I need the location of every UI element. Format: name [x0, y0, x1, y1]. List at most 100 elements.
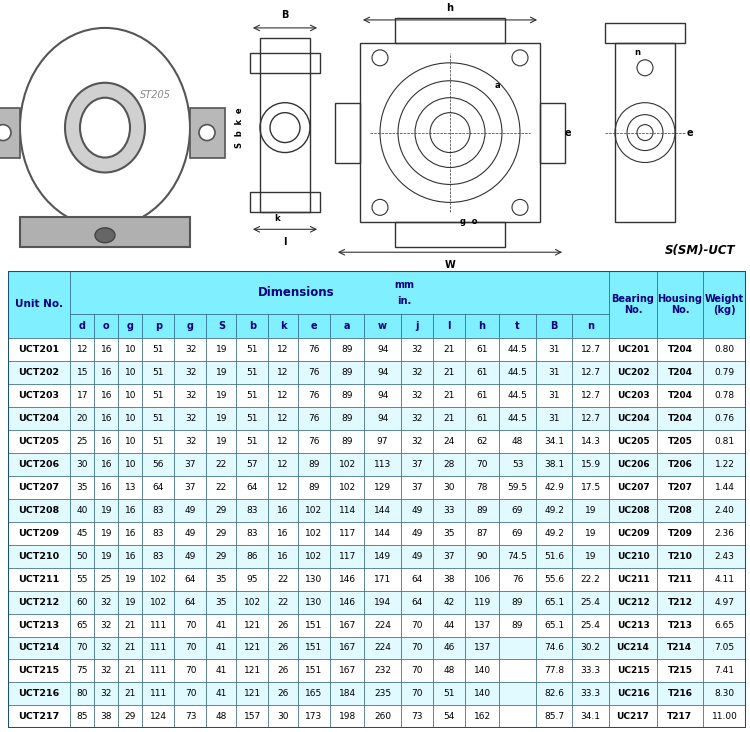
Bar: [94, 384, 118, 407]
Text: 26: 26: [278, 643, 289, 652]
Bar: [330, 407, 364, 430]
Bar: [433, 682, 465, 706]
Text: 117: 117: [338, 552, 356, 561]
Text: 12: 12: [278, 414, 289, 423]
Text: 12: 12: [76, 345, 88, 354]
Text: 129: 129: [374, 483, 392, 492]
Text: 21: 21: [124, 621, 136, 630]
Text: 49: 49: [411, 506, 422, 515]
Text: ST205: ST205: [140, 90, 171, 100]
Text: e: e: [687, 127, 694, 138]
Text: 83: 83: [153, 552, 164, 561]
Bar: [401, 522, 433, 545]
Bar: [142, 498, 175, 522]
Bar: [206, 338, 236, 361]
Bar: [703, 338, 746, 361]
Text: 35: 35: [215, 575, 227, 583]
Bar: [298, 407, 330, 430]
Bar: [298, 338, 330, 361]
Text: 38.1: 38.1: [544, 460, 564, 469]
Text: 40: 40: [76, 506, 88, 515]
Bar: [500, 660, 536, 682]
Text: 49: 49: [184, 552, 196, 561]
Bar: [118, 430, 142, 453]
Text: 102: 102: [305, 529, 322, 538]
Bar: [703, 384, 746, 407]
Bar: [572, 384, 609, 407]
Bar: [536, 660, 572, 682]
Text: T209: T209: [668, 529, 692, 538]
Bar: [703, 271, 746, 338]
Bar: [536, 682, 572, 706]
Bar: [268, 706, 298, 728]
Bar: [70, 706, 94, 728]
Bar: [433, 453, 465, 476]
Text: 146: 146: [338, 575, 356, 583]
Bar: [8, 498, 70, 522]
Bar: [94, 613, 118, 637]
Text: 51: 51: [247, 414, 258, 423]
Bar: [8, 361, 70, 384]
Bar: [330, 453, 364, 476]
Text: 10: 10: [124, 437, 136, 446]
Text: 83: 83: [153, 506, 164, 515]
Bar: [364, 476, 401, 498]
Bar: [657, 545, 703, 567]
Text: 12: 12: [278, 345, 289, 354]
Bar: [236, 476, 268, 498]
Text: UC211: UC211: [616, 575, 650, 583]
Bar: [536, 498, 572, 522]
Bar: [703, 522, 746, 545]
Circle shape: [199, 124, 215, 141]
Text: 130: 130: [305, 597, 322, 607]
Bar: [298, 682, 330, 706]
Bar: [142, 361, 175, 384]
Bar: [605, 23, 685, 43]
Text: 51: 51: [153, 368, 164, 377]
Text: S(SM)-UCT: S(SM)-UCT: [664, 244, 735, 257]
Text: 114: 114: [338, 506, 356, 515]
Text: 16: 16: [100, 391, 112, 400]
Text: UCT205: UCT205: [19, 437, 59, 446]
Bar: [657, 430, 703, 453]
Text: 51: 51: [247, 391, 258, 400]
Bar: [330, 706, 364, 728]
Text: 55.6: 55.6: [544, 575, 564, 583]
Text: 32: 32: [411, 391, 422, 400]
Bar: [70, 498, 94, 522]
Text: UCT217: UCT217: [18, 712, 59, 721]
Bar: [703, 613, 746, 637]
Bar: [298, 613, 330, 637]
Bar: [703, 361, 746, 384]
Bar: [175, 660, 206, 682]
Bar: [298, 384, 330, 407]
Bar: [268, 567, 298, 591]
Bar: [118, 453, 142, 476]
Bar: [298, 314, 330, 338]
Text: in.: in.: [398, 296, 412, 306]
Bar: [142, 567, 175, 591]
Text: 17.5: 17.5: [580, 483, 601, 492]
Text: 26: 26: [278, 621, 289, 630]
Text: 34.1: 34.1: [580, 712, 601, 721]
Text: 59.5: 59.5: [508, 483, 527, 492]
Bar: [401, 407, 433, 430]
Text: 16: 16: [100, 460, 112, 469]
Text: 16: 16: [100, 437, 112, 446]
Bar: [118, 613, 142, 637]
Bar: [657, 706, 703, 728]
Text: 10: 10: [124, 460, 136, 469]
Bar: [401, 476, 433, 498]
Bar: [364, 338, 401, 361]
Text: UCT213: UCT213: [19, 621, 59, 630]
Bar: [206, 613, 236, 637]
Text: 32: 32: [184, 391, 196, 400]
Bar: [175, 706, 206, 728]
Bar: [70, 637, 94, 660]
Bar: [8, 660, 70, 682]
Bar: [433, 545, 465, 567]
Bar: [657, 613, 703, 637]
Bar: [536, 637, 572, 660]
Text: e: e: [310, 321, 317, 331]
Text: 194: 194: [374, 597, 392, 607]
